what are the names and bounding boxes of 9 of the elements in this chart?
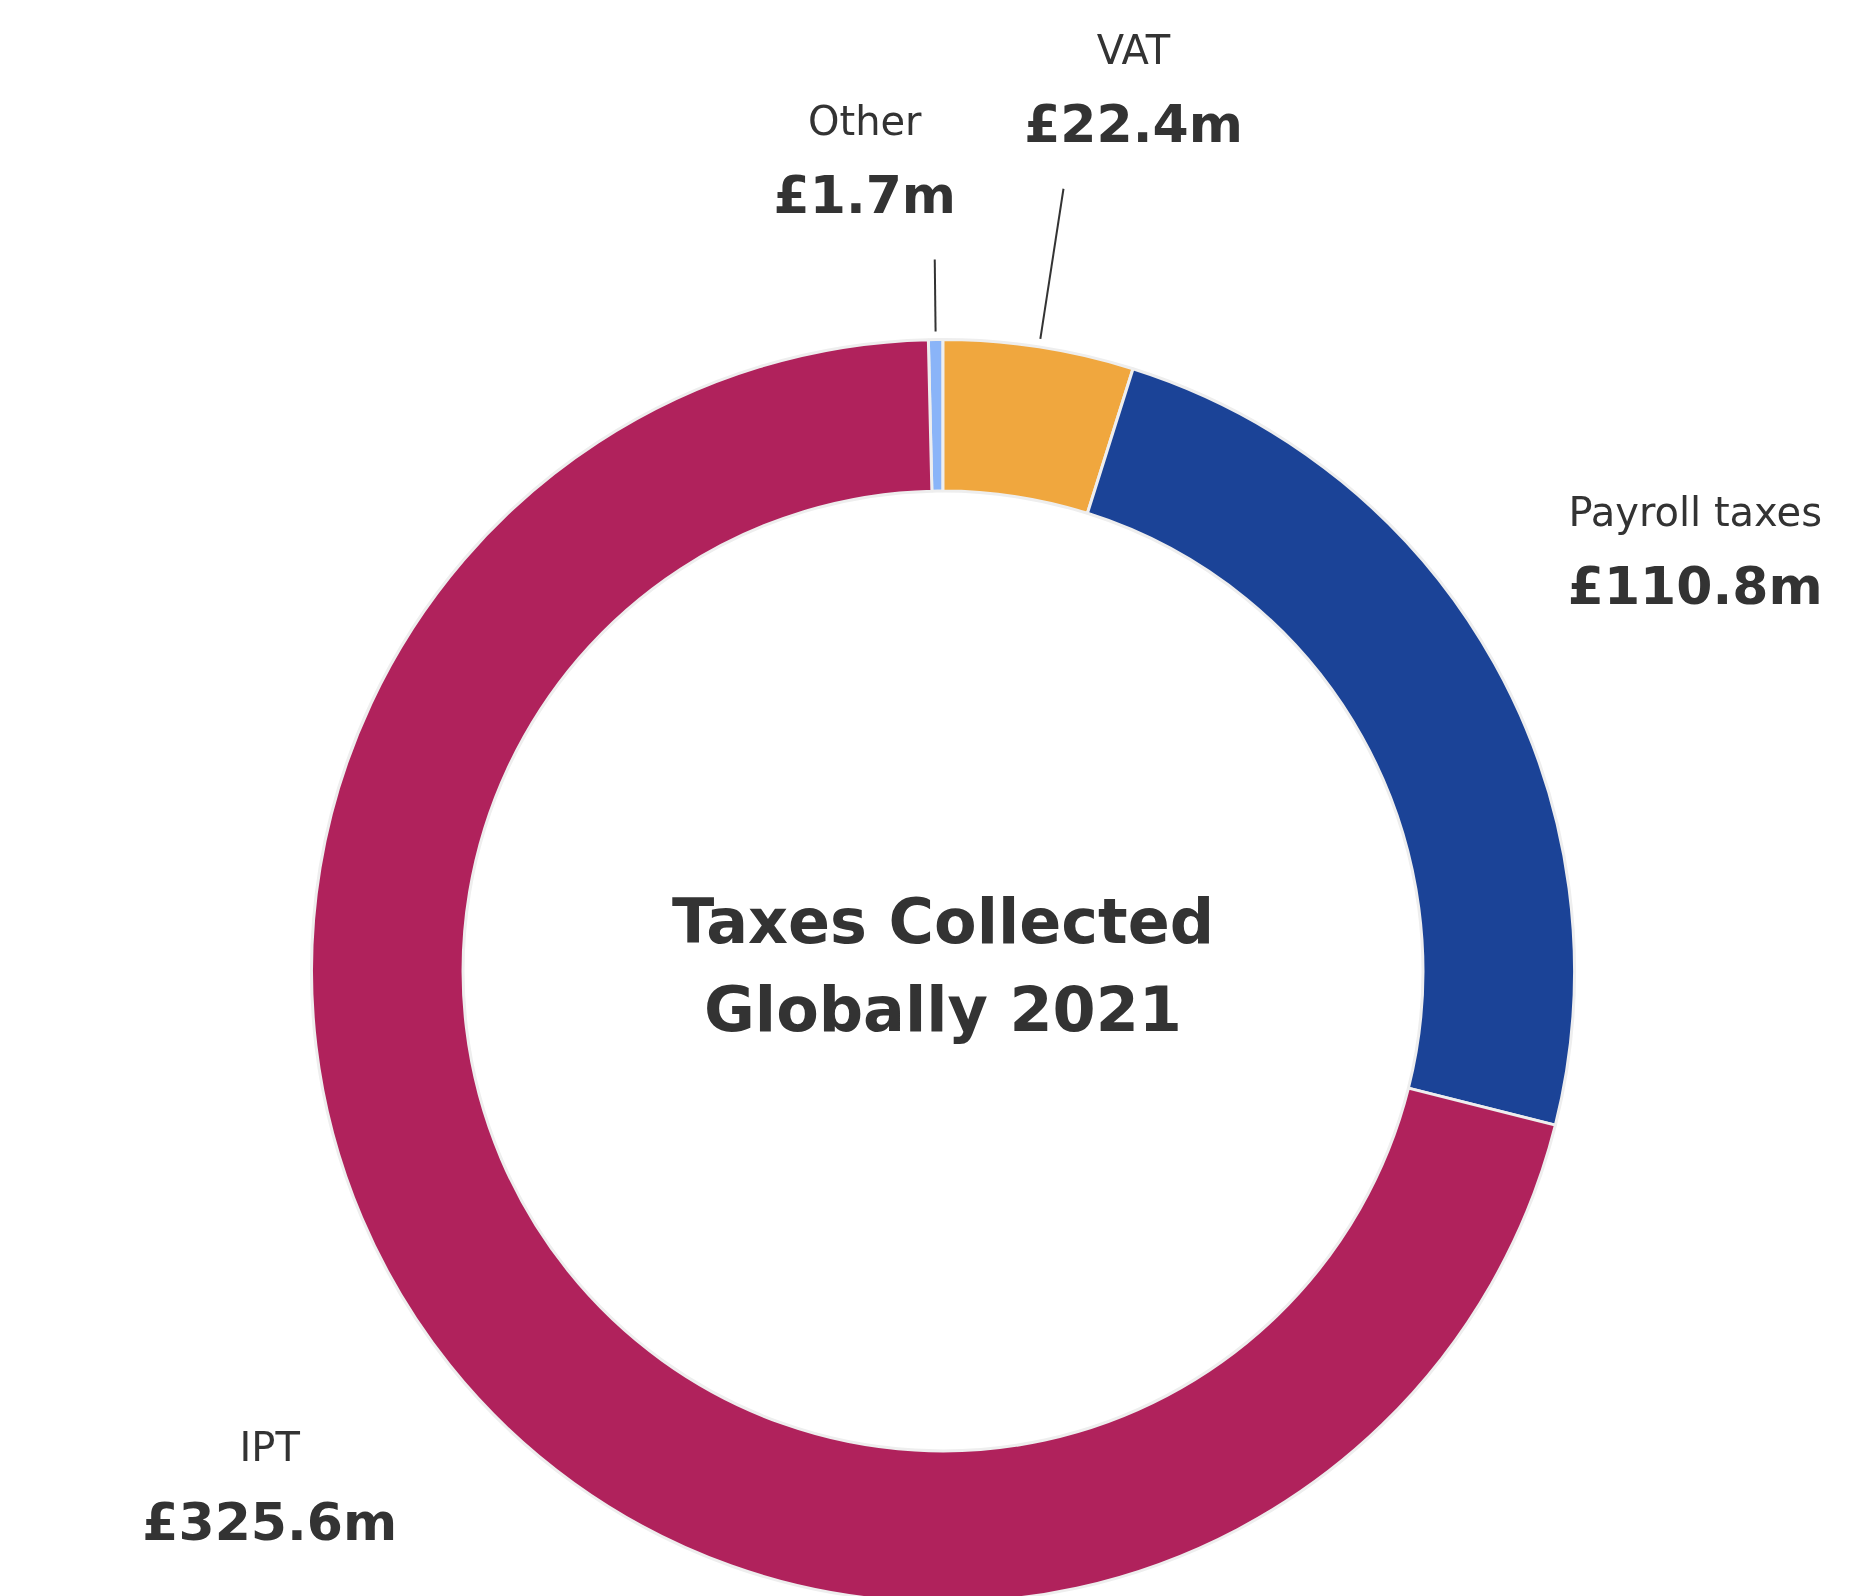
data-label: £325.6m xyxy=(142,1491,398,1552)
data-label: £1.7m xyxy=(773,165,956,226)
slice-label: Payroll taxes xyxy=(1568,489,1822,536)
slice-label: Other xyxy=(807,97,923,144)
slice-label: IPT xyxy=(239,1424,301,1471)
data-label: £110.8m xyxy=(1567,556,1823,617)
text: Taxes Collected Globally 2021 xyxy=(671,885,1215,1047)
data-label: £22.4m xyxy=(1024,94,1243,155)
slice-label: VAT xyxy=(1096,27,1171,74)
